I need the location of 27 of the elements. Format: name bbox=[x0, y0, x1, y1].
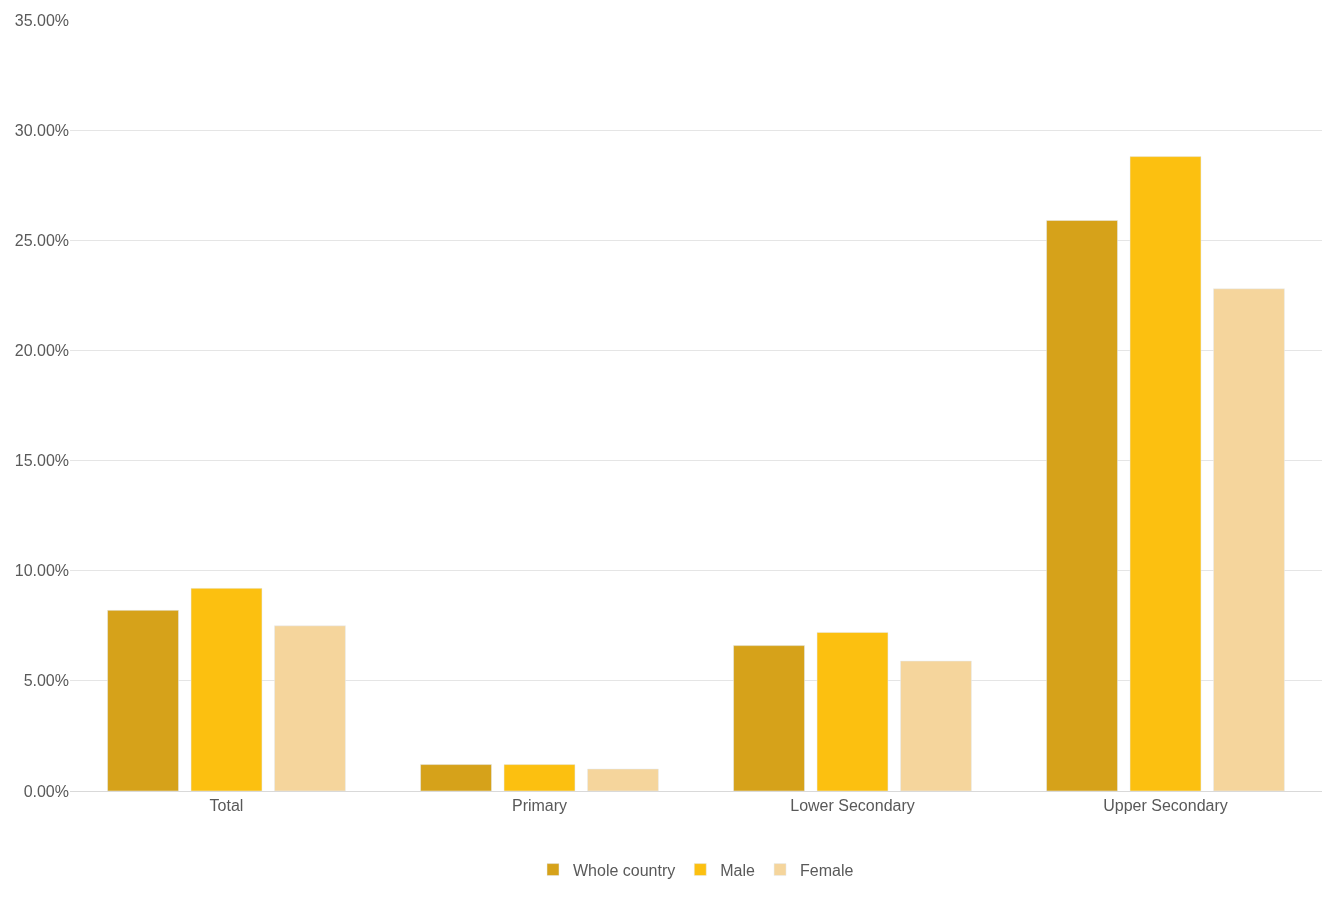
bar bbox=[190, 588, 263, 791]
bar bbox=[107, 610, 179, 791]
y-tick-label: 35.00% bbox=[14, 11, 69, 29]
bar bbox=[816, 632, 889, 791]
legend-label: Male bbox=[720, 861, 756, 879]
bar bbox=[900, 660, 972, 791]
bar bbox=[587, 768, 659, 791]
bar bbox=[503, 764, 576, 791]
legend-label: Female bbox=[800, 861, 854, 879]
bar bbox=[733, 645, 805, 791]
bar bbox=[1213, 288, 1285, 791]
x-tick-label: Total bbox=[209, 797, 244, 815]
bar bbox=[1129, 156, 1202, 791]
bar bbox=[1046, 220, 1118, 791]
bar bbox=[274, 625, 346, 791]
y-tick-label: 10.00% bbox=[14, 562, 69, 580]
bar bbox=[420, 764, 492, 791]
legend-label: Whole country bbox=[573, 861, 676, 879]
y-tick-label: 5.00% bbox=[23, 672, 69, 690]
y-tick-label: 25.00% bbox=[14, 231, 69, 249]
y-tick-label: 0.00% bbox=[23, 782, 69, 800]
y-tick-label: 20.00% bbox=[14, 342, 69, 360]
y-tick-label: 15.00% bbox=[14, 452, 69, 470]
x-tick-label: Primary bbox=[511, 797, 568, 815]
x-tick-label: Upper Secondary bbox=[1103, 797, 1228, 815]
y-tick-label: 30.00% bbox=[14, 121, 69, 139]
x-tick-label: Lower Secondary bbox=[790, 797, 915, 815]
